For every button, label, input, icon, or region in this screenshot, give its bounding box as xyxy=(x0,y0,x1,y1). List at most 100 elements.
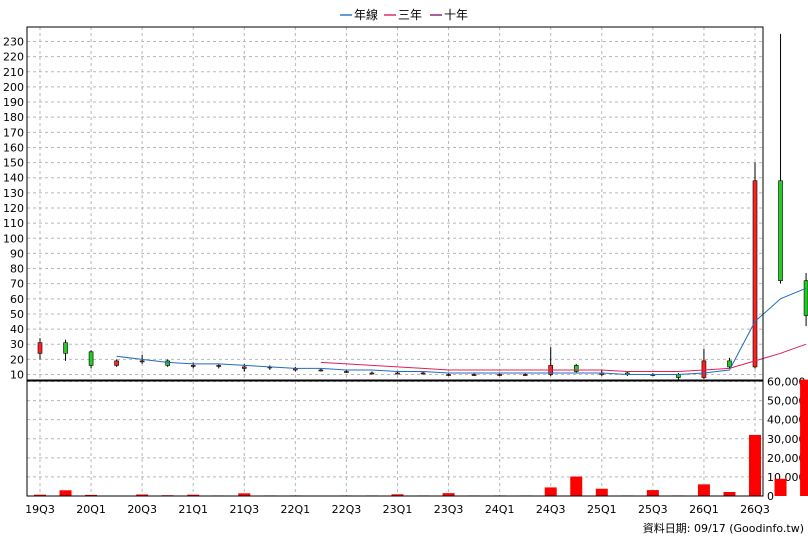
volume-bar xyxy=(570,476,583,496)
candle-body xyxy=(778,180,783,281)
x-tick-label: 24Q1 xyxy=(485,503,515,516)
candle-body xyxy=(752,180,758,368)
x-tick-label: 20Q3 xyxy=(127,503,157,516)
candle-body xyxy=(190,365,196,367)
candle-body xyxy=(165,360,170,366)
volume-tick-label: 30,000 xyxy=(767,433,806,446)
volume-bar xyxy=(595,488,608,496)
moving-average-lines xyxy=(116,287,807,375)
candle-body xyxy=(471,374,477,376)
year-line xyxy=(116,287,807,375)
price-tick-label: 120 xyxy=(3,202,24,215)
candle-body xyxy=(701,360,707,378)
x-tick-label: 23Q1 xyxy=(383,503,413,516)
grid-lines xyxy=(27,27,763,497)
x-tick-label: 21Q1 xyxy=(178,503,208,516)
x-tick-label: 26Q3 xyxy=(740,503,770,516)
price-tick-label: 80 xyxy=(10,263,24,276)
chart-legend: 年線 三年 十年 xyxy=(340,7,468,22)
candle-body xyxy=(63,342,68,354)
price-tick-label: 30 xyxy=(10,338,24,351)
price-axis: 230 220 210 200 190 180 170 160 150 140 130 120 110 1… xyxy=(3,36,24,382)
volume-bar xyxy=(85,494,98,496)
price-tick-label: 210 xyxy=(3,66,24,79)
candle-body xyxy=(395,372,400,375)
price-tick-label: 10 xyxy=(10,369,24,382)
candle-body xyxy=(420,372,426,375)
candle-body xyxy=(803,280,808,316)
price-tick-label: 50 xyxy=(10,308,24,321)
x-tick-label: 21Q3 xyxy=(229,503,259,516)
price-tick-label: 200 xyxy=(3,81,24,94)
x-tick-label: 22Q1 xyxy=(281,503,311,516)
candle-body xyxy=(318,369,324,372)
price-tick-label: 180 xyxy=(3,111,24,124)
plot-frames xyxy=(26,26,764,497)
candle-body xyxy=(344,371,349,373)
x-tick-label: 26Q1 xyxy=(689,503,719,516)
price-tick-label: 190 xyxy=(3,96,24,109)
volume-bar xyxy=(749,434,761,496)
volume-tick-label: 50,000 xyxy=(767,395,806,408)
volume-bar xyxy=(697,484,710,496)
price-tick-label: 160 xyxy=(3,141,24,154)
legend-ten-year-label: 十年 xyxy=(444,8,468,22)
volume-bar xyxy=(646,490,659,496)
x-tick-label: 20Q1 xyxy=(76,503,106,516)
volume-panel-frame xyxy=(26,380,764,497)
candle-body xyxy=(37,342,43,354)
candle-body xyxy=(573,365,579,372)
price-tick-label: 60 xyxy=(10,293,24,306)
price-tick-label: 20 xyxy=(10,353,24,366)
volume-bar xyxy=(136,494,149,496)
volume-bar xyxy=(391,494,404,496)
volume-bar xyxy=(34,494,46,496)
volume-bar xyxy=(187,494,200,496)
price-tick-label: 90 xyxy=(10,247,24,260)
legend-three-year-label: 三年 xyxy=(398,8,422,22)
price-tick-label: 40 xyxy=(10,323,24,336)
volume-bar xyxy=(544,487,557,496)
volume-bar xyxy=(238,493,251,496)
x-tick-label: 19Q3 xyxy=(25,503,55,516)
x-tick-label: 25Q1 xyxy=(587,503,617,516)
volume-bar xyxy=(723,491,736,496)
candle-body xyxy=(216,365,222,367)
candle-body xyxy=(88,351,94,366)
candle-body xyxy=(139,360,145,363)
volume-bar xyxy=(800,379,808,496)
price-tick-label: 220 xyxy=(3,51,24,64)
price-tick-label: 170 xyxy=(3,126,24,139)
volume-tick-label: 20,000 xyxy=(767,452,806,465)
candle-body xyxy=(114,360,119,366)
x-tick-label: 23Q3 xyxy=(434,503,464,516)
volume-tick-label: 60,000 xyxy=(767,376,806,389)
price-tick-label: 110 xyxy=(3,217,24,230)
volume-bar xyxy=(774,478,787,496)
candle-body xyxy=(446,374,451,376)
candle-body xyxy=(497,374,502,376)
price-tick-label: 70 xyxy=(10,278,24,291)
x-axis: 19Q3 20Q1 20Q3 21Q1 21Q3 22Q1 22Q3 23Q1 23Q3 24Q1… xyxy=(25,503,770,516)
price-panel-frame xyxy=(26,26,764,381)
x-tick-label: 24Q3 xyxy=(536,503,566,516)
volume-tick-label: 40,000 xyxy=(767,414,806,427)
candle-body xyxy=(241,366,247,369)
data-date-footer: 資料日期: 09/17 (Goodinfo.tw) xyxy=(643,521,804,535)
three-year-line xyxy=(320,343,807,372)
volume-bar xyxy=(59,490,72,496)
price-tick-label: 150 xyxy=(3,157,24,170)
price-tick-label: 140 xyxy=(3,172,24,185)
x-tick-label: 25Q3 xyxy=(638,503,668,516)
price-tick-label: 230 xyxy=(3,36,24,49)
candle-body xyxy=(522,374,528,376)
volume-bar xyxy=(442,493,455,496)
candle-body xyxy=(727,360,732,368)
price-tick-label: 130 xyxy=(3,187,24,200)
volume-tick-label: 0 xyxy=(767,490,774,503)
x-tick-label: 22Q3 xyxy=(332,503,362,516)
price-tick-label: 100 xyxy=(3,232,24,245)
candle-body xyxy=(369,372,375,375)
